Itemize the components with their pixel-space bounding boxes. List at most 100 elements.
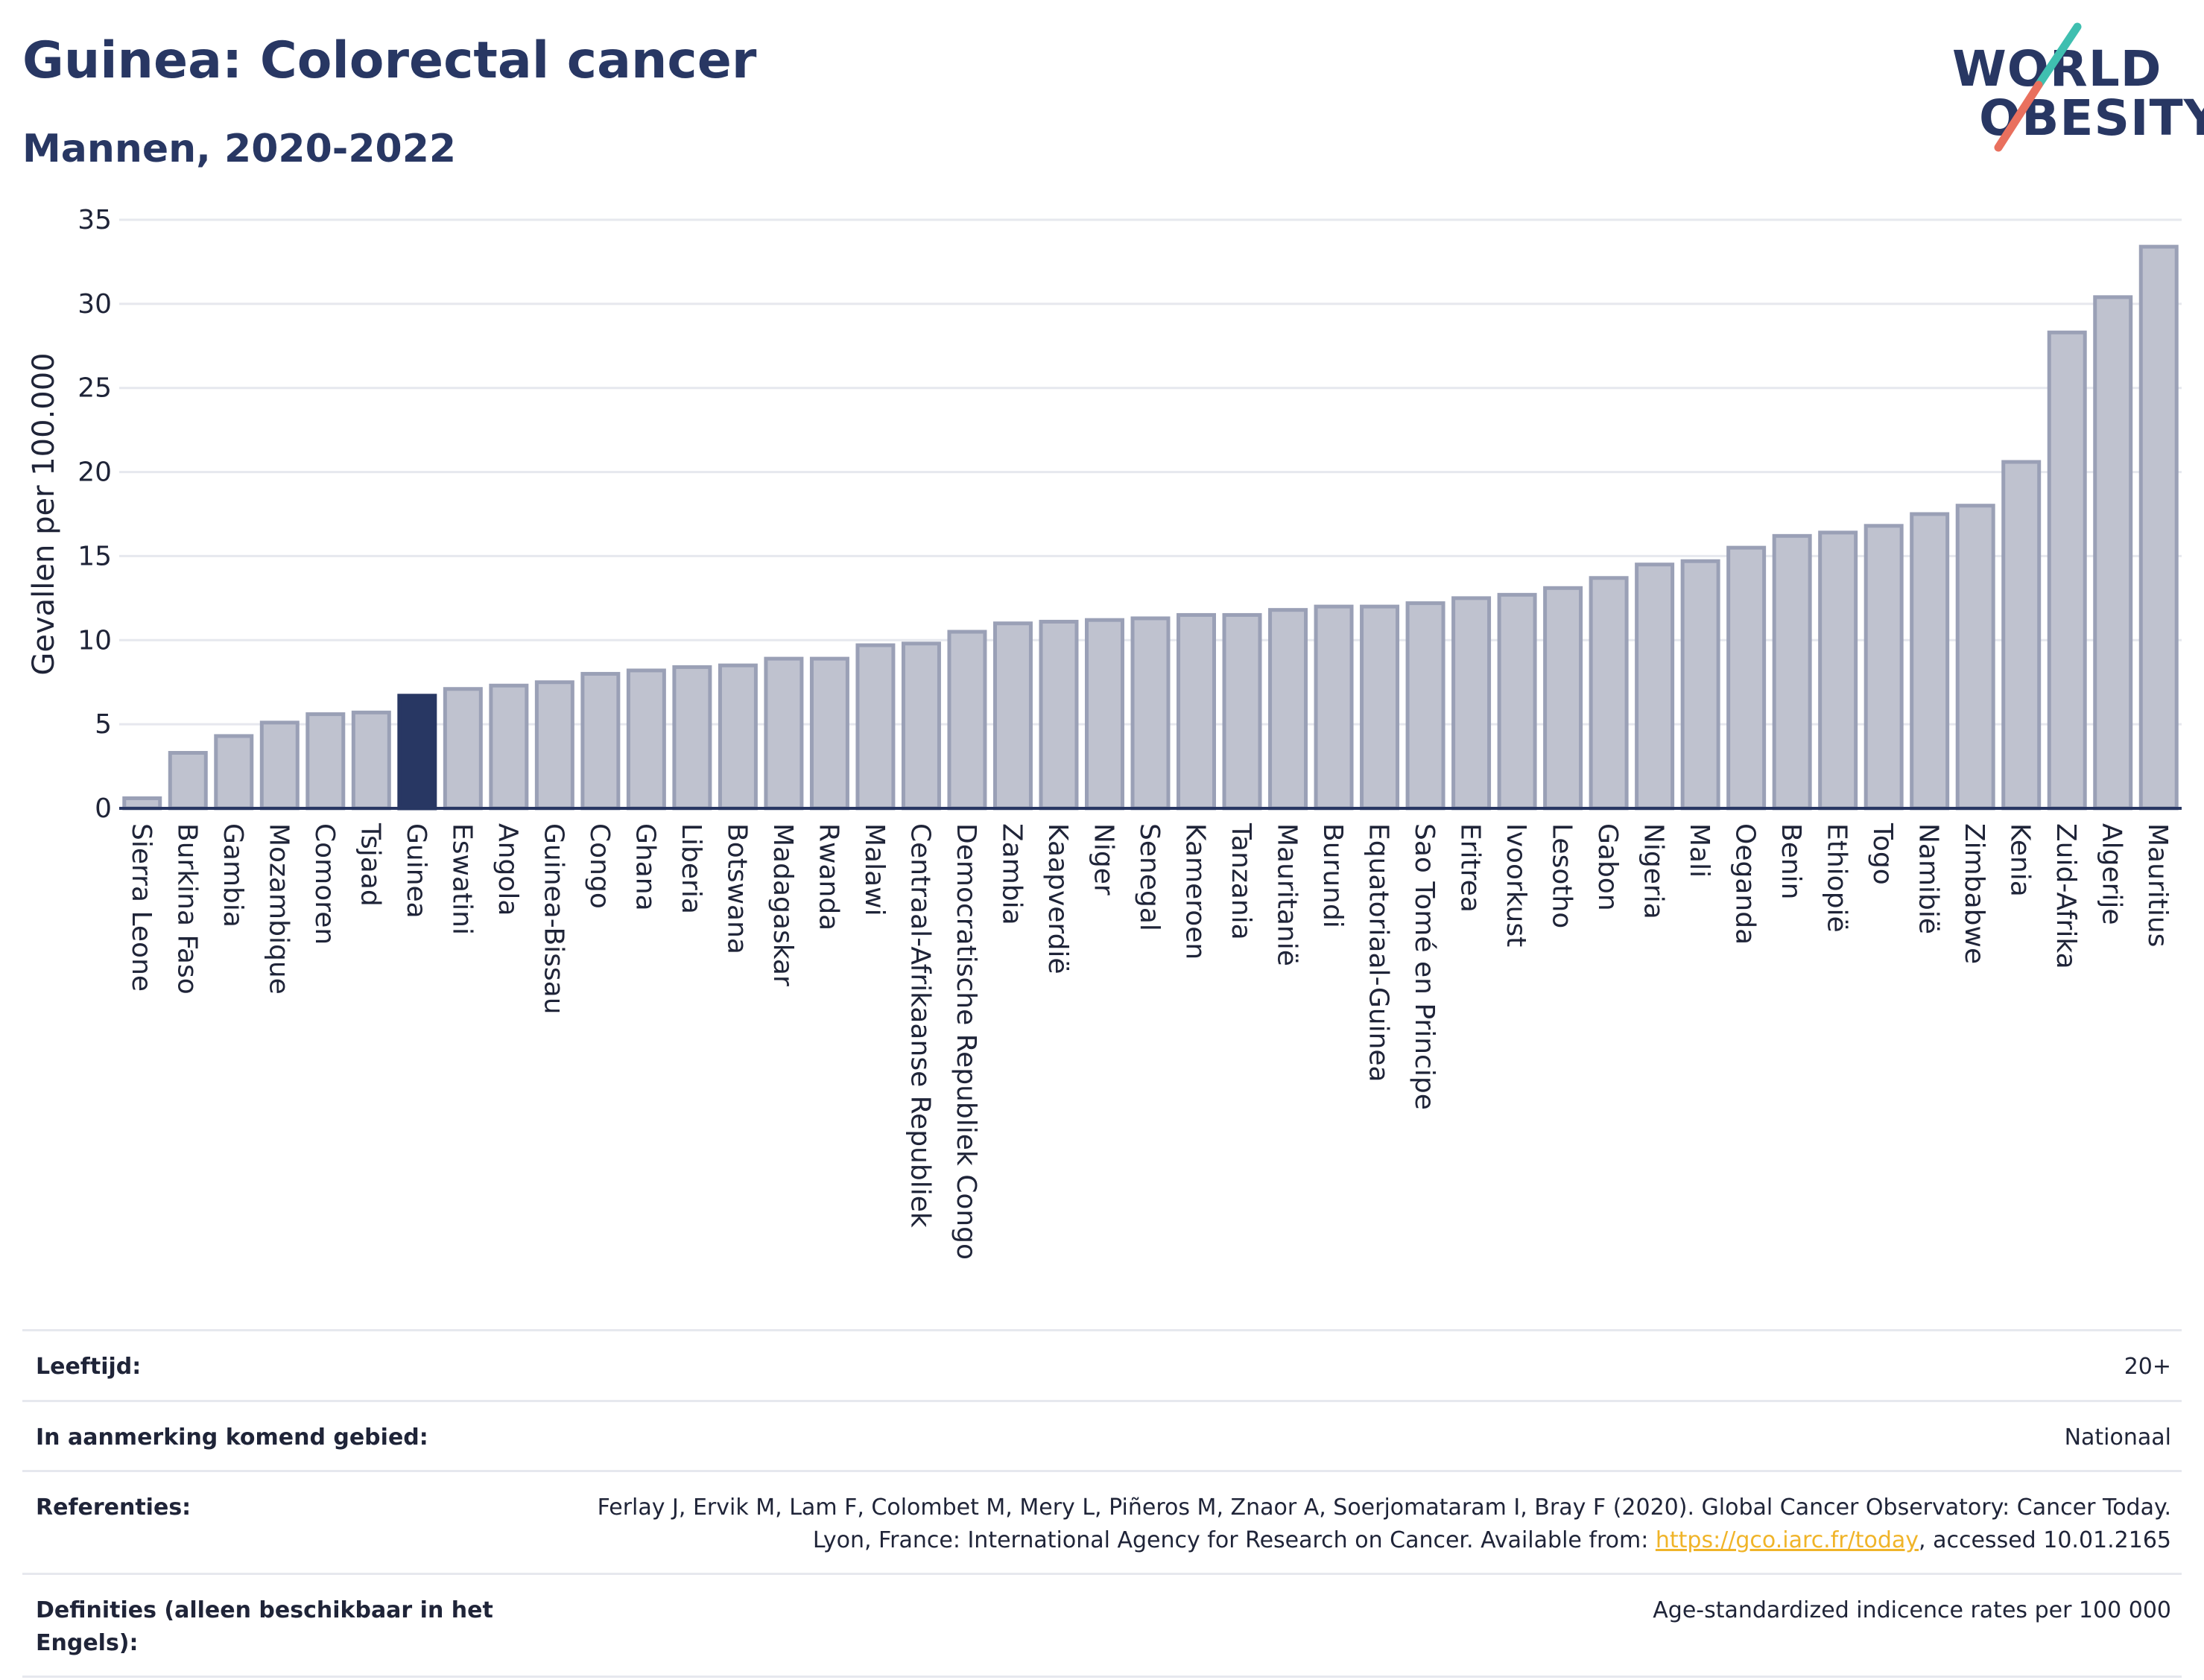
x-tick-label: Madagaskar (767, 823, 798, 986)
x-tick-label: Mauritius (2142, 823, 2173, 947)
world-obesity-logo: WORLD OBESITY (1943, 22, 2204, 156)
bar (2093, 295, 2133, 811)
x-tick-label: Equatoriaal-Guinea (1364, 823, 1394, 1083)
x-tick-label: Eswatini (446, 823, 477, 935)
x-tick-label: Congo (584, 823, 615, 909)
x-tick-label: Nigeria (1638, 823, 1669, 919)
x-tick-label: Ivoorkust (1501, 823, 1531, 947)
references-value: Ferlay J, Ervik M, Lam F, Colombet M, Me… (547, 1492, 2171, 1556)
x-tick-label: Ghana (630, 823, 660, 911)
x-tick-label: Tsjaad (355, 822, 385, 907)
definitions-label: Definities (alleen beschikbaar in het En… (36, 1597, 493, 1656)
area-value: Nationaal (2064, 1424, 2171, 1451)
page-subtitle: Mannen, 2020-2022 (22, 127, 457, 171)
x-tick-label: Guinea (401, 823, 431, 919)
bar (1084, 618, 1124, 811)
meta-row-references: Referenties: Ferlay J, Ervik M, Lam F, C… (22, 1470, 2182, 1573)
bar (1497, 592, 1537, 811)
meta-row-definitions: Definities (alleen beschikbaar in het En… (22, 1573, 2182, 1678)
x-tick-label: Mozambique (263, 823, 294, 995)
logo-slash-icon (1994, 22, 2082, 152)
x-tick-label: Eritrea (1455, 823, 1486, 913)
x-tick-label: Democratische Republiek Congo (951, 823, 981, 1260)
bar (626, 668, 666, 811)
meta-row-area: In aanmerking komend gebied: Nationaal (22, 1399, 2182, 1471)
x-tick-label: Burundi (1317, 823, 1348, 928)
bar (947, 630, 987, 811)
bar (672, 665, 712, 811)
age-value: 20+ (2124, 1354, 2171, 1380)
meta-row-age: Leeftijd: 20+ (22, 1329, 2182, 1400)
age-label: Leeftijd: (36, 1354, 142, 1380)
x-tick-label: Benin (1776, 823, 1806, 899)
y-tick-label: 10 (77, 625, 112, 656)
y-tick-label: 5 (95, 709, 112, 740)
x-tick-label: Mauritanië (1272, 823, 1302, 966)
bar (1955, 504, 1995, 811)
bar (2001, 460, 2042, 811)
bar (443, 687, 483, 811)
y-tick-label: 0 (95, 793, 112, 824)
bar-highlighted (397, 694, 437, 811)
x-tick-label: Tanzania (1226, 822, 1256, 940)
definitions-value: Age-standardized indicence rates per 100… (1653, 1597, 2171, 1623)
bar (1177, 612, 1217, 811)
bar (809, 656, 849, 811)
x-tick-label: Kameroen (1180, 823, 1211, 960)
bar (122, 796, 162, 811)
bar (534, 680, 574, 811)
bar (1543, 586, 1583, 811)
y-tick-label: 30 (77, 289, 112, 320)
bar (764, 656, 804, 811)
bar (1635, 562, 1675, 811)
bar (214, 734, 254, 811)
x-tick-label: Liberia (676, 823, 706, 914)
bar (1863, 524, 1904, 811)
references-text: Ferlay J, Ervik M, Lam F, Colombet M, Me… (597, 1494, 2171, 1553)
metadata-table: Leeftijd: 20+ In aanmerking komend gebie… (22, 1329, 2182, 1678)
bar (305, 712, 346, 811)
bar (1130, 616, 1171, 811)
x-tick-label: Mali (1684, 823, 1714, 878)
bar (2138, 244, 2179, 811)
bar (1680, 559, 1720, 811)
x-tick-label: Burkina Faso (171, 823, 202, 995)
x-tick-label: Algerije (2097, 823, 2127, 925)
x-tick-label: Gabon (1592, 823, 1623, 911)
bar (1039, 619, 1079, 811)
x-tick-label: Kaapverdië (1042, 823, 1073, 974)
y-tick-label: 35 (77, 205, 112, 235)
x-tick-label: Sao Tomé en Principe (1409, 823, 1440, 1110)
y-tick-label: 20 (77, 457, 112, 488)
x-tick-label: Kenia (2005, 823, 2036, 897)
bar (1268, 608, 1308, 811)
bar (901, 641, 941, 811)
bar (1772, 533, 1812, 811)
bar (1910, 512, 1950, 811)
x-tick-label: Togo (1867, 822, 1898, 885)
references-link[interactable]: https://gco.iarc.fr/today (1655, 1527, 1919, 1553)
bar (1818, 530, 1858, 811)
x-tick-label: Niger (1088, 823, 1118, 896)
x-tick-label: Namibië (1913, 823, 1944, 934)
bar (351, 710, 391, 811)
y-axis-label: Gevallen per 100.000 (27, 352, 61, 675)
x-tick-label: Senegal (1134, 823, 1165, 931)
x-tick-label: Comoren (309, 823, 340, 945)
bar (992, 621, 1033, 811)
bar (1314, 604, 1354, 811)
bar (259, 720, 300, 811)
x-tick-label: Sierra Leone (126, 823, 156, 992)
x-tick-label: Malawi (859, 823, 890, 916)
references-suffix: , accessed 10.01.2165 (1919, 1527, 2171, 1553)
y-tick-label: 15 (77, 541, 112, 571)
y-tick-label: 25 (77, 373, 112, 404)
x-tick-label: Zambia (996, 823, 1027, 925)
bar (1726, 545, 1767, 811)
bar (489, 683, 529, 811)
bar (1589, 576, 1629, 811)
x-tick-label: Rwanda (813, 823, 843, 931)
x-tick-label: Zimbabwe (1959, 823, 1989, 964)
x-tick-label: Zuid-Afrika (2051, 823, 2081, 969)
bar (1405, 601, 1445, 811)
